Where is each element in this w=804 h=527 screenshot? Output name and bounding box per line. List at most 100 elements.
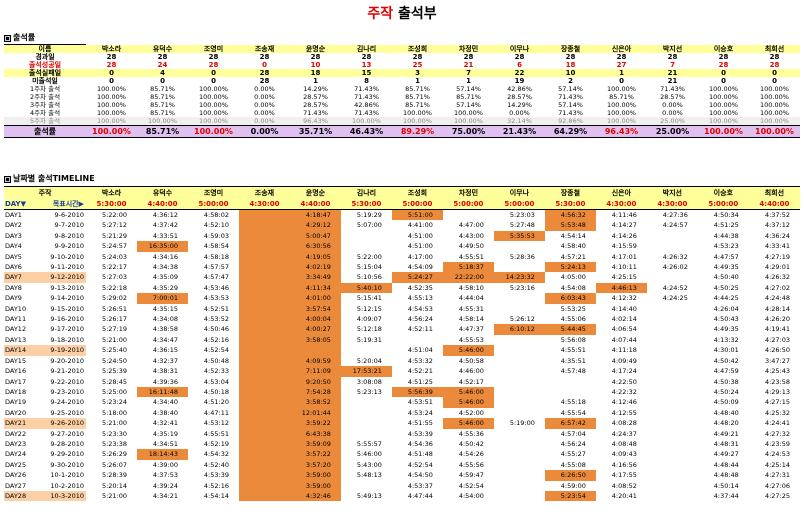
timeline-row: DAY2 9-7-2010 5:27:12 4:37:42 4:52:10 4:29:12… [4, 220, 800, 231]
check-in-time: 4:50:43 [713, 315, 739, 324]
check-in-time [494, 304, 545, 314]
check-in-time [238, 438, 290, 450]
day-date: 9-22-2010 [50, 377, 85, 386]
check-in-time: 4:05:00 [560, 273, 586, 282]
check-in-time: 4:08:28 [611, 419, 637, 428]
check-in-time: 5:18:37 [442, 262, 494, 273]
check-in-time [238, 459, 290, 471]
check-in-time [494, 408, 545, 418]
check-in-time: 4:53:24 [407, 408, 433, 417]
check-in-time [238, 355, 290, 367]
summary-cell: 100.00% [188, 117, 239, 126]
summary-cell: 7 [647, 61, 698, 69]
check-in-time: 4:55:51 [560, 346, 586, 355]
summary-cell: 25 [392, 61, 443, 69]
check-in-time: 5:21:00 [101, 491, 127, 500]
summary-cell: 71.43% [647, 85, 698, 93]
check-in-time: 5:46:00 [442, 397, 494, 408]
attendance-rate-cell: 64.29% [545, 125, 596, 138]
check-in-time: 4:59:00 [560, 481, 586, 490]
timeline-row: DAY9 9-14-2010 5:29:02 7:00:01 4:53:53 4:01:0… [4, 293, 800, 304]
day-label: DAY9 [5, 294, 22, 303]
day-date: 9-13-2010 [50, 283, 85, 292]
day-date: 9-20-2010 [50, 356, 85, 365]
check-in-time: 4:52:16 [203, 481, 229, 490]
check-in-time: 4:53:53 [203, 294, 229, 303]
summary-row-label: 2주차 출석 [4, 93, 86, 101]
check-in-time: 5:19:31 [356, 335, 382, 344]
summary-cell: 42.86% [341, 101, 392, 109]
summary-cell: 85.71% [596, 93, 647, 101]
check-in-time: 14:23:32 [493, 272, 545, 283]
check-in-time: 4:54:14 [203, 491, 229, 500]
check-in-time: 4:54:00 [458, 491, 484, 500]
summary-cell: 0.00% [239, 101, 290, 109]
check-in-time: 4:50:34 [713, 211, 739, 219]
summary-cell: 85.71% [443, 93, 494, 101]
check-in-time: 4:39:00 [152, 460, 178, 469]
check-in-time: 4:54:53 [407, 304, 433, 313]
member-name: 이승호 [698, 44, 749, 53]
check-in-time: 5:49:13 [356, 491, 382, 500]
timeline-row: DAY23 9-28-2010 5:23:38 4:34:51 4:52:19 3:59:… [4, 438, 800, 450]
member-name: 조영미 [188, 44, 239, 53]
day-date: 9-15-2010 [50, 304, 85, 313]
summary-cell: 100.00% [137, 117, 188, 126]
summary-cell: 0.00% [239, 93, 290, 101]
attendance-rate-cell: 85.71% [137, 125, 188, 138]
summary-row: 5주차 출석 100.00% 100.00% 100.00% 0.00% 96.43% 10… [4, 117, 800, 126]
check-in-time [647, 439, 698, 449]
check-in-time [647, 324, 698, 334]
check-in-time: 4:52:17 [458, 377, 484, 386]
member-name: 장종철 [544, 186, 596, 199]
check-in-time: 4:54:26 [458, 450, 484, 459]
day-date: 9-26-2010 [40, 418, 87, 429]
check-in-time: 4:14:26 [611, 231, 637, 240]
member-name: 유덕수 [137, 44, 188, 53]
member-name: 장종철 [545, 44, 596, 53]
attendance-rate-cell: 35.71% [290, 125, 341, 138]
check-in-time: 4:08:52 [611, 481, 637, 490]
check-in-time [238, 490, 290, 502]
check-in-time [341, 481, 392, 491]
check-in-time: 5:26:51 [101, 304, 127, 313]
check-in-time [238, 303, 290, 315]
check-in-time: 5:24:03 [101, 252, 127, 261]
member-name: 차정민 [442, 186, 494, 199]
attendance-summary-table: 이름 박소라 유덕수 조영미 조송재 윤명순 김나리 조성희 차정민 이무나 장종철 신은아 박지선 이승… [4, 44, 800, 138]
member-name: 신은아 [596, 44, 647, 53]
check-in-time: 4:30:01 [713, 346, 739, 355]
check-in-time: 18:14:43 [137, 449, 188, 460]
check-in-time [494, 241, 545, 251]
day-date: 9-29-2010 [50, 450, 85, 459]
summary-cell: 85.71% [137, 93, 188, 101]
check-in-time [494, 397, 545, 407]
check-in-time [647, 481, 698, 491]
check-in-time: 4:35:19 [152, 429, 178, 438]
check-in-time: 4:35:09 [152, 273, 178, 282]
check-in-time [238, 386, 290, 398]
goal-time-cell: 5:00:00 [442, 199, 494, 210]
day-label: DAY3 [5, 231, 22, 240]
summary-cell: 100.00% [749, 109, 800, 117]
check-in-time: 4:36:12 [152, 211, 178, 219]
day-label: DAY7 [4, 272, 40, 283]
check-in-time: 3:59:00 [289, 480, 341, 491]
check-in-time: 4:55:36 [458, 429, 484, 438]
summary-cell: 1 [392, 77, 443, 85]
attendance-rate-cell: 100.00% [749, 125, 800, 138]
day-label: DAY2 [5, 221, 22, 230]
check-in-time [494, 335, 545, 345]
summary-cell: 0 [86, 77, 137, 85]
check-in-time: 4:27:25 [764, 491, 790, 500]
check-in-time: 5:07:00 [356, 221, 382, 230]
summary-cell: 28.57% [290, 93, 341, 101]
check-in-time: 5:19:29 [356, 211, 382, 219]
check-in-time [647, 335, 698, 345]
check-in-time: 5:12:18 [356, 325, 382, 334]
summary-cell: 0.00% [494, 109, 545, 117]
timeline-row: DAY12 9-17-2010 5:27:19 4:38:58 4:50:46 4:00:… [4, 324, 800, 335]
check-in-time: 4:57:57 [203, 263, 229, 272]
check-in-time: 4:37:12 [764, 221, 790, 230]
summary-cell: 0 [239, 61, 290, 69]
